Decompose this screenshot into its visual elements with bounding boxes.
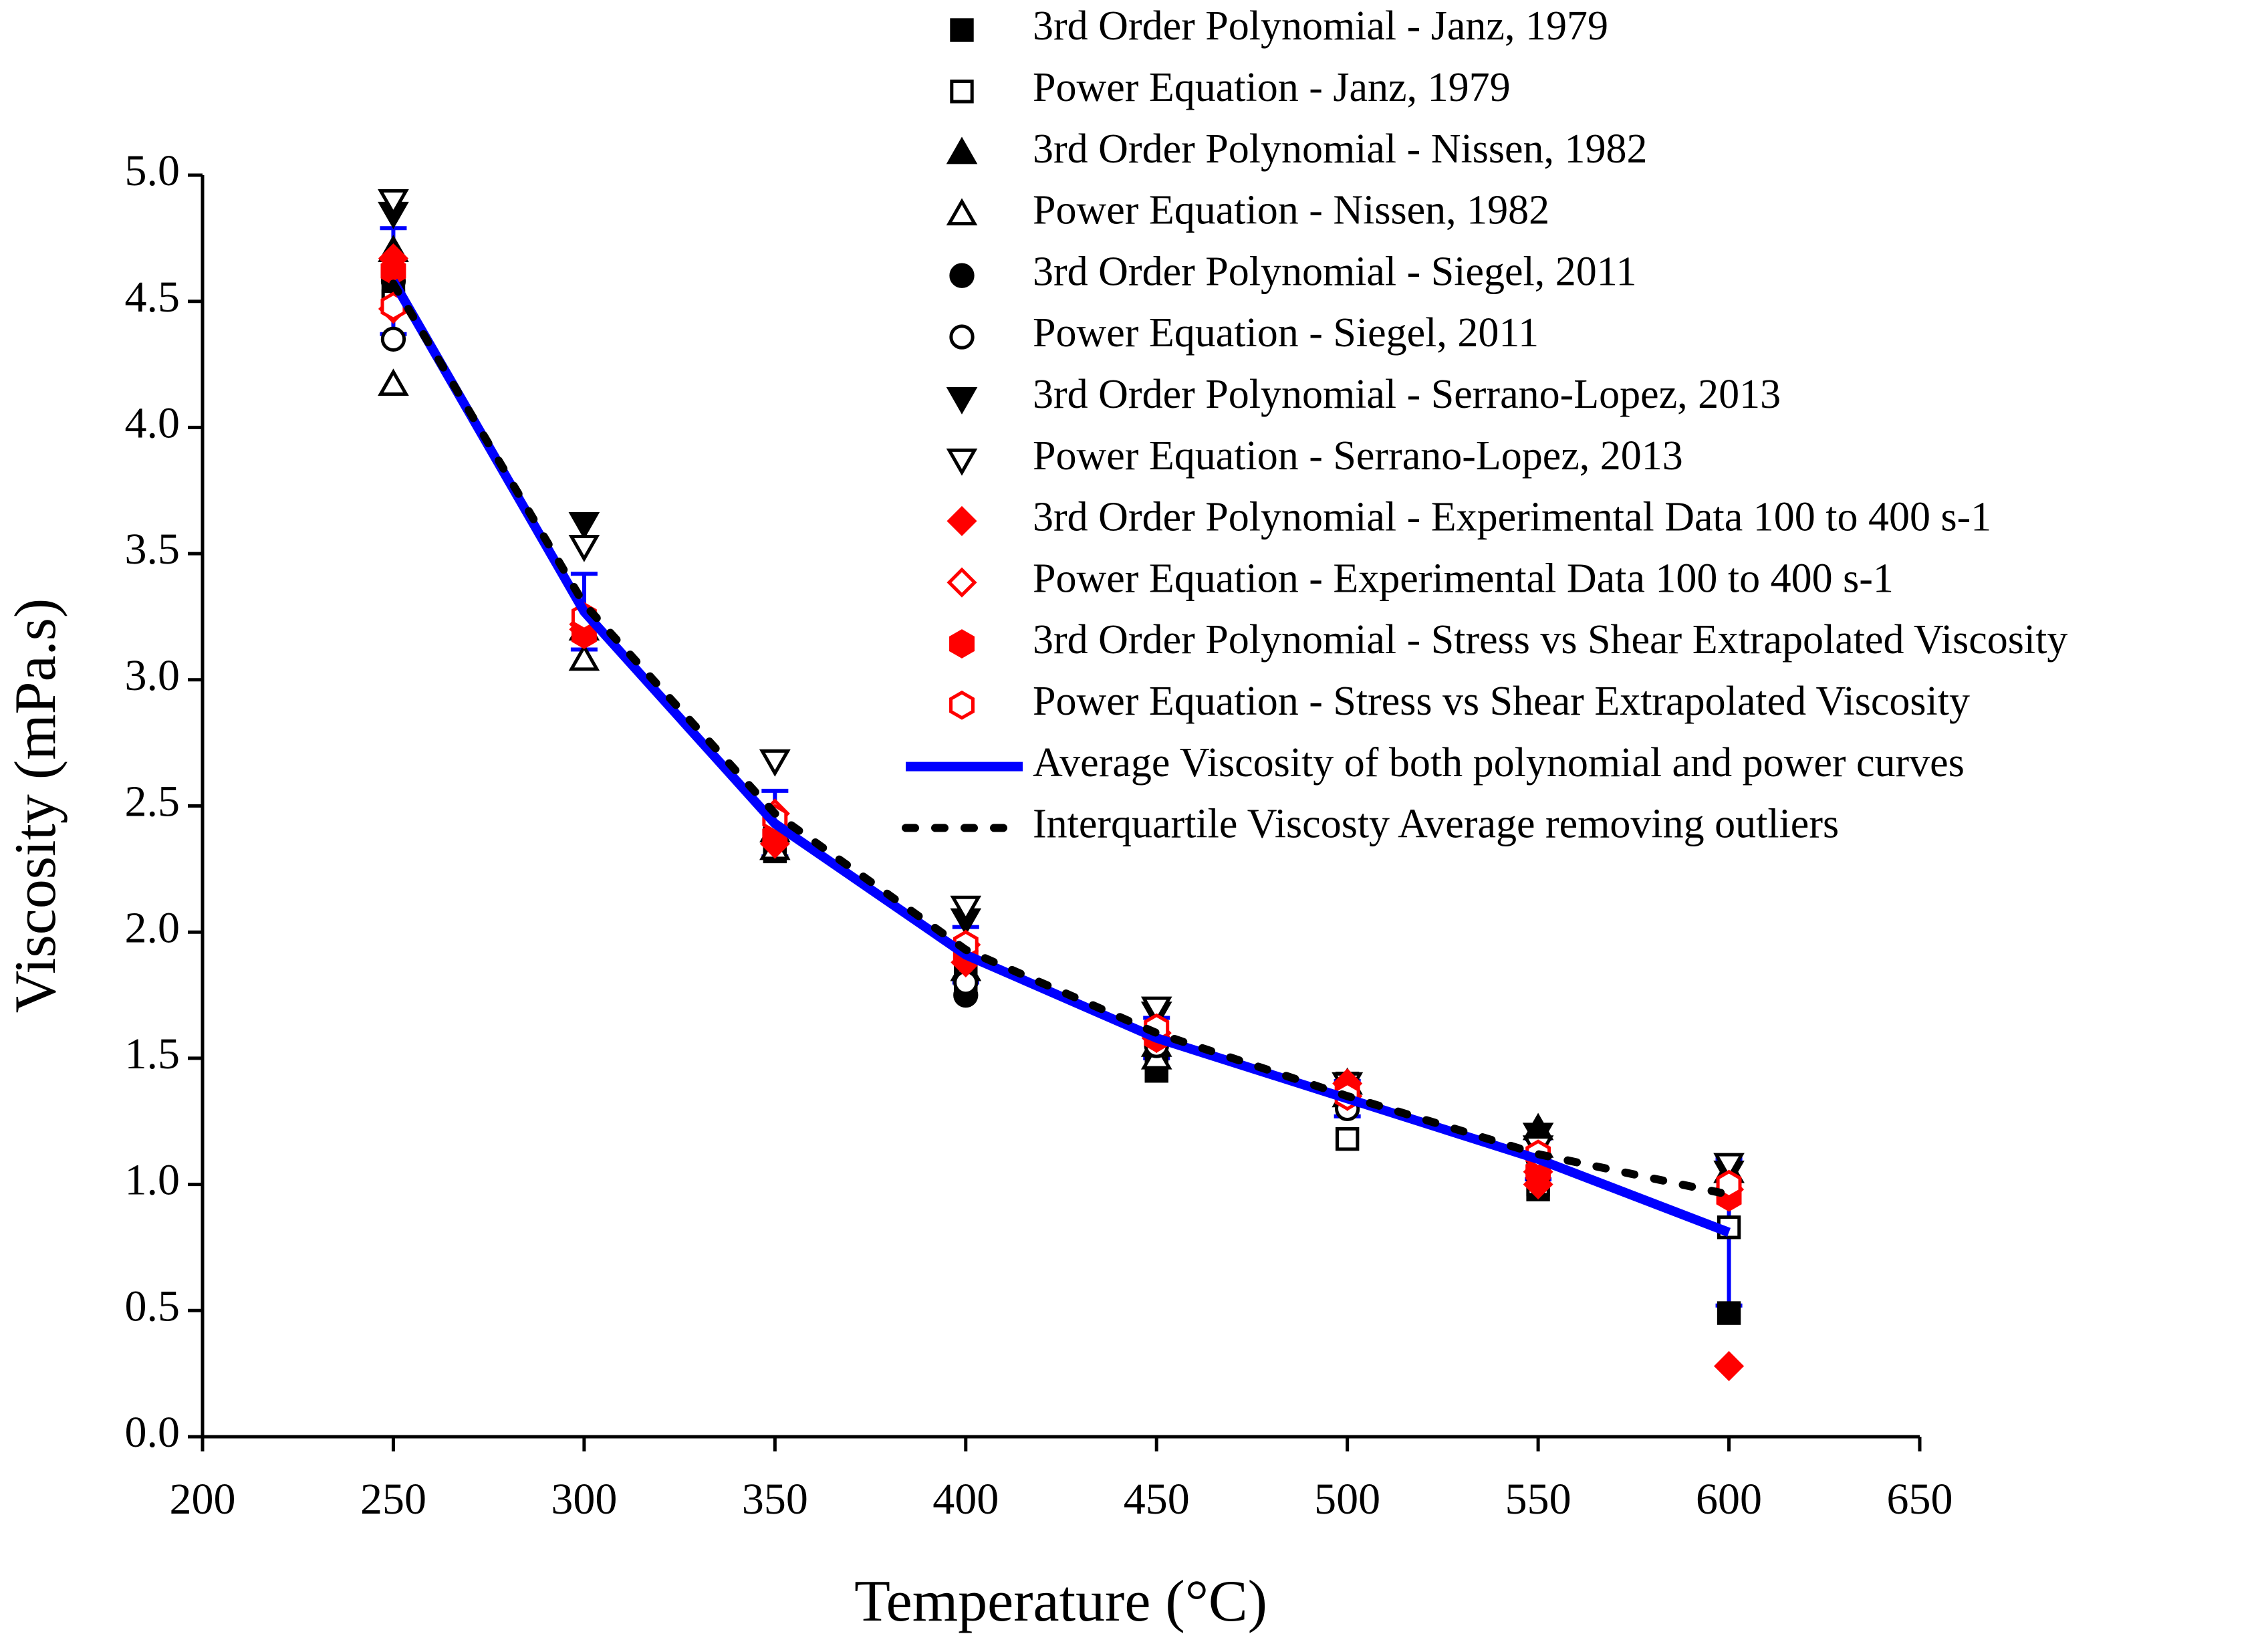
marker-triangle-down [759, 749, 791, 777]
legend-label: 3rd Order Polynomial - Janz, 1979 [1033, 3, 1608, 49]
y-tick-label: 0.5 [125, 1282, 180, 1330]
x-tick-label: 600 [1696, 1475, 1762, 1524]
marker-triangle-up [946, 136, 978, 164]
legend-label: 3rd Order Polynomial - Nissen, 1982 [1033, 126, 1648, 172]
marker-square [1717, 1301, 1741, 1325]
x-tick-label: 500 [1314, 1475, 1380, 1524]
legend-label: Power Equation - Siegel, 2011 [1033, 310, 1539, 356]
y-tick-label: 3.5 [125, 525, 180, 574]
legend-label: Power Equation - Serrano-Lopez, 2013 [1033, 433, 1683, 479]
marker-triangle-up [378, 368, 409, 396]
marker-triangle-down [568, 535, 600, 562]
legend-label: Interquartile Viscosty Average removing … [1033, 802, 1839, 847]
marker-triangle-down [1140, 996, 1172, 1024]
marker-triangle-down [950, 895, 982, 923]
y-tick-label: 4.0 [125, 399, 180, 448]
marker-diamond [947, 505, 977, 536]
marker-circle [380, 326, 406, 352]
marker-triangle-down [946, 448, 978, 476]
marker-triangle-down [378, 189, 409, 217]
legend-label: 3rd Order Polynomial - Stress vs Shear E… [1033, 617, 2067, 663]
x-tick-label: 450 [1124, 1475, 1190, 1524]
marker-triangle-down [568, 512, 600, 540]
legend-label: 3rd Order Polynomial - Serrano-Lopez, 20… [1033, 372, 1781, 417]
legend-label: 3rd Order Polynomial - Siegel, 2011 [1033, 249, 1636, 294]
marker-triangle-down [946, 387, 978, 415]
y-tick-label: 1.5 [125, 1030, 180, 1078]
marker-hexagon [949, 690, 975, 720]
x-tick-label: 300 [551, 1475, 617, 1524]
marker-triangle-down [1713, 1153, 1745, 1181]
series-line [389, 279, 1733, 1199]
legend-label: Power Equation - Stress vs Shear Extrapo… [1033, 679, 1970, 724]
x-tick-label: 400 [932, 1475, 999, 1524]
series-line [389, 279, 1731, 1237]
legend-label: 3rd Order Polynomial - Experimental Data… [1033, 495, 1991, 540]
marker-diamond [1714, 1350, 1745, 1381]
y-tick-label: 2.0 [125, 903, 180, 952]
marker-hexagon [949, 629, 975, 659]
y-tick-label: 4.5 [125, 273, 180, 322]
marker-triangle-up [568, 643, 600, 671]
marker-circle [949, 324, 975, 350]
x-axis-label: Temperature (°C) [854, 1569, 1267, 1634]
y-axis-label: Viscosity (mPa.s) [3, 598, 68, 1013]
y-tick-label: 0.0 [125, 1408, 180, 1457]
legend-label: Average Viscosity of both polynomial and… [1033, 740, 1965, 786]
y-tick-label: 2.5 [125, 778, 180, 826]
x-tick-label: 250 [360, 1475, 426, 1524]
marker-triangle-up [946, 198, 978, 226]
legend-label: Power Equation - Janz, 1979 [1033, 65, 1511, 110]
x-tick-label: 200 [170, 1475, 236, 1524]
marker-square [950, 18, 974, 42]
marker-square [950, 80, 974, 104]
y-tick-label: 3.0 [125, 651, 180, 700]
marker-circle [949, 263, 975, 288]
x-tick-label: 550 [1505, 1475, 1571, 1524]
x-tick-label: 350 [742, 1475, 808, 1524]
x-tick-label: 650 [1887, 1475, 1953, 1524]
marker-diamond [947, 567, 977, 598]
marker-square [1335, 1127, 1360, 1151]
legend-label: Power Equation - Experimental Data 100 t… [1033, 556, 1894, 601]
y-tick-label: 5.0 [125, 146, 180, 195]
y-tick-label: 1.0 [125, 1156, 180, 1205]
legend-label: Power Equation - Nissen, 1982 [1033, 188, 1549, 233]
